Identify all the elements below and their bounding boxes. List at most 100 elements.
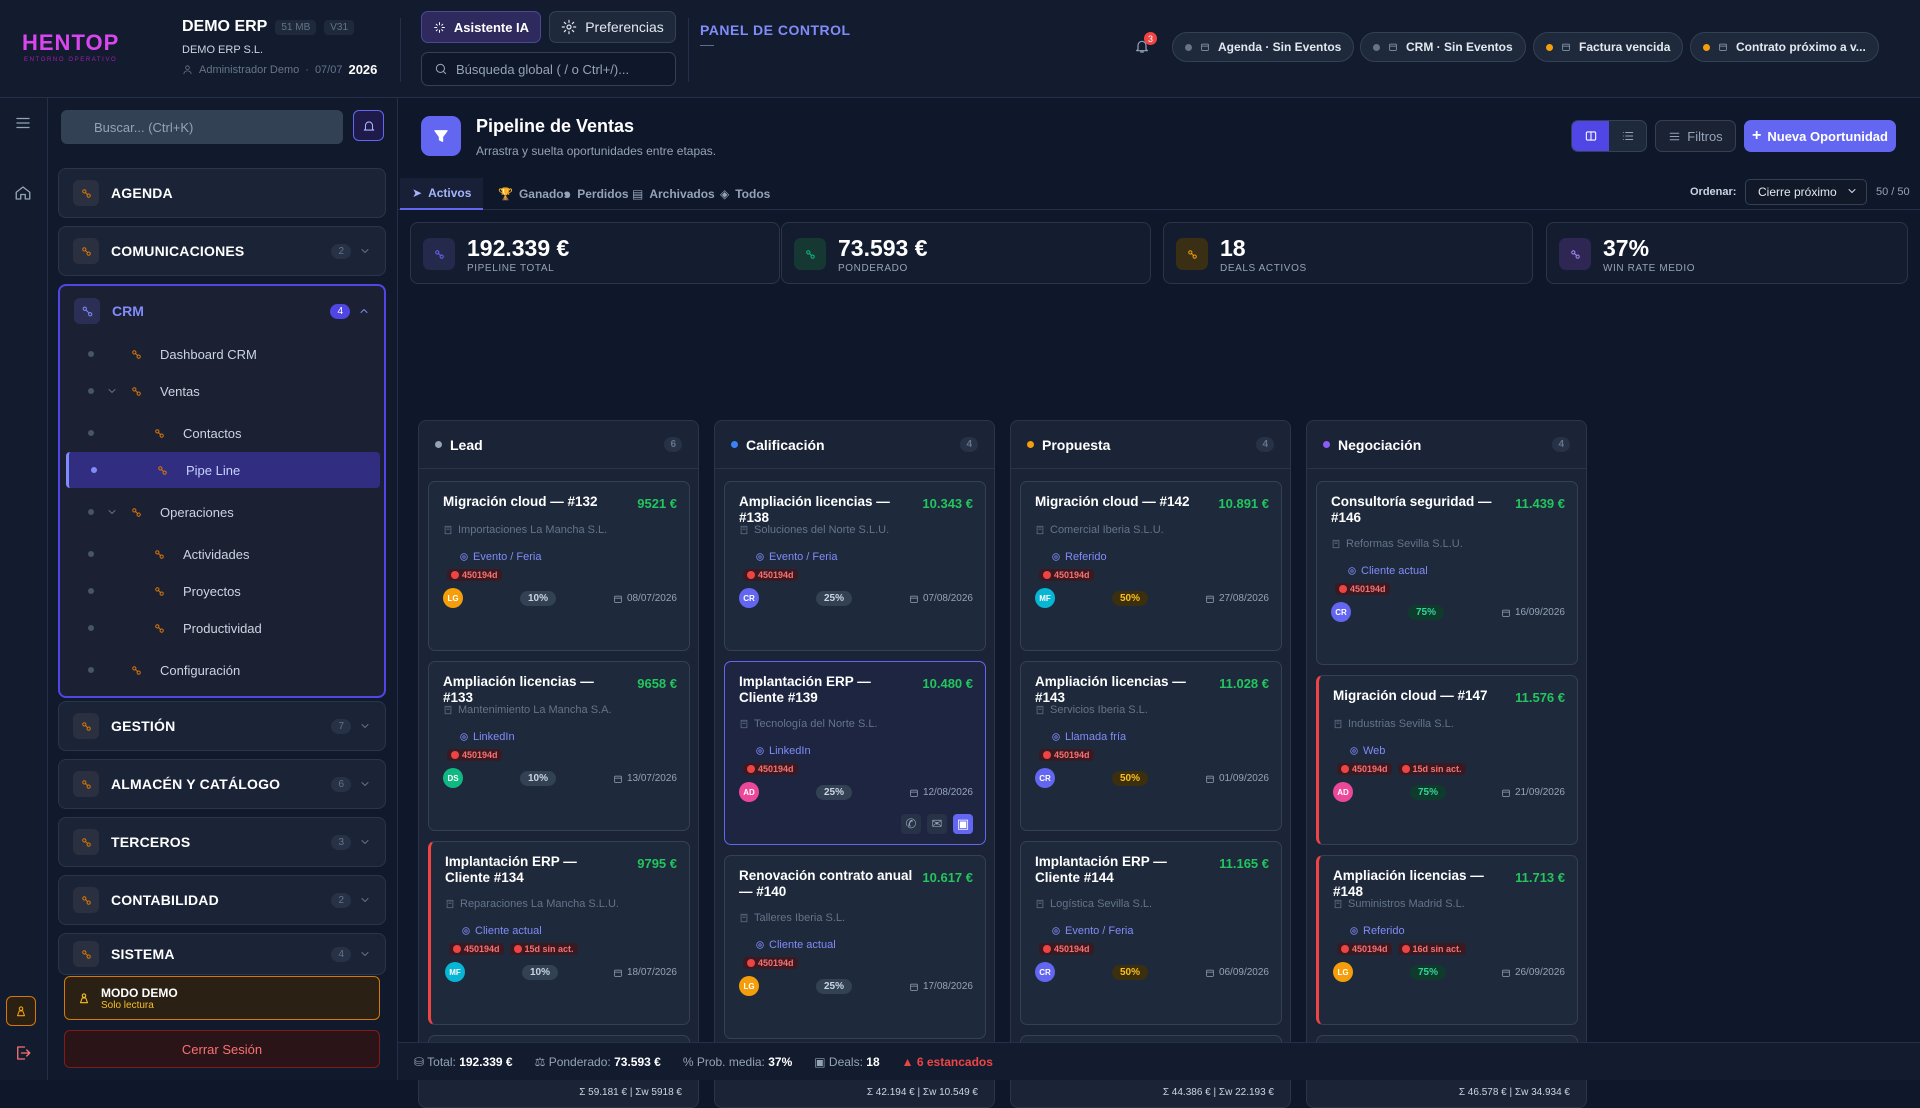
phone-button[interactable]: ✆ <box>901 814 921 834</box>
chevron-down-icon <box>359 948 371 960</box>
sidebar-subitem[interactable]: Ventas <box>60 373 384 409</box>
sidebar-group[interactable]: GESTIÓN 7 <box>58 701 386 751</box>
sidebar-subitem[interactable]: Productividad <box>60 610 384 646</box>
item-icon <box>130 664 143 677</box>
new-opportunity-button[interactable]: + Nueva Oportunidad <box>1744 120 1896 152</box>
opportunity-card[interactable]: Renovación contrato anual — #140 10.617 €… <box>724 855 986 1039</box>
demo-mode-icon[interactable] <box>6 996 36 1026</box>
sidebar-subitem[interactable]: Operaciones <box>60 494 384 530</box>
tab-activos[interactable]: ➤ Activos <box>400 178 484 210</box>
menu-icon[interactable] <box>14 114 32 132</box>
sidebar-subitem[interactable]: Dashboard CRM <box>60 336 384 372</box>
subitem-label: Operaciones <box>160 504 234 520</box>
target-icon <box>459 732 469 742</box>
age-tag: 450194d <box>743 569 798 581</box>
sidebar-group[interactable]: COMUNICACIONES 2 <box>58 226 386 276</box>
building-icon <box>1035 705 1045 715</box>
global-search-input[interactable]: Búsqueda global ( / o Ctrl+/)... <box>421 52 676 86</box>
stage-count: 4 <box>960 437 978 452</box>
kpi-card: 37% WIN RATE MEDIO <box>1546 222 1908 284</box>
list-view-button[interactable] <box>1609 121 1646 151</box>
sidebar-subitem[interactable]: Contactos <box>60 415 384 451</box>
email-button[interactable]: ✉ <box>927 814 947 834</box>
tab-todos[interactable]: ◈ Todos <box>708 178 782 210</box>
group-icon <box>73 713 99 739</box>
alert-chip[interactable]: Contrato próximo a v... <box>1690 32 1879 62</box>
sidebar-group[interactable]: TERCEROS 3 <box>58 817 386 867</box>
opportunity-card[interactable]: Implantación ERP — Cliente #139 10.480 € T… <box>724 661 986 845</box>
avatar: CR <box>739 588 759 608</box>
probability-badge: 75% <box>1410 965 1447 980</box>
stage-name: Negociación <box>1338 436 1422 453</box>
stage-name: Lead <box>450 436 483 453</box>
page-title: Pipeline de Ventas <box>476 116 635 136</box>
card-company: Reformas Sevilla S.L.U. <box>1346 538 1463 550</box>
alert-chip[interactable]: Factura vencida <box>1533 32 1684 62</box>
calendar-icon <box>909 594 919 604</box>
probability-badge: 50% <box>1112 591 1149 606</box>
calendar-icon <box>1501 968 1511 978</box>
opportunity-card[interactable]: Migración cloud — #142 10.891 € Comercial … <box>1020 481 1282 651</box>
opportunity-card[interactable]: Migración cloud — #132 9521 € Importacione… <box>428 481 690 651</box>
sidebar-group[interactable]: ALMACÉN Y CATÁLOGO 6 <box>58 759 386 809</box>
item-icon <box>156 464 169 477</box>
sliders-icon <box>1669 132 1680 140</box>
opportunity-card[interactable]: Ampliación licencias — #138 10.343 € Soluc… <box>724 481 986 651</box>
card-title: Migración cloud — #147 <box>1333 688 1488 703</box>
sort-select[interactable]: Cierre próximo <box>1745 179 1867 205</box>
current-year: 2026 <box>348 62 378 77</box>
user-name: Administrador Demo <box>199 63 300 76</box>
opportunity-card[interactable]: Implantación ERP — Cliente #134 9795 € Rep… <box>428 841 690 1025</box>
sidebar-group[interactable]: SISTEMA 4 <box>58 933 386 975</box>
age-tag: 450194d <box>1337 943 1392 955</box>
notifications-bell[interactable]: 3 <box>1134 32 1157 54</box>
card-title: Renovación contrato anual — #140 <box>739 868 913 899</box>
kpi-icon <box>794 238 826 270</box>
avatar: AD <box>739 782 759 802</box>
group-label: SISTEMA <box>111 946 175 962</box>
opportunity-card[interactable]: Ampliación licencias — #143 11.028 € Servi… <box>1020 661 1282 831</box>
opportunity-card[interactable]: Implantación ERP — Cliente #144 11.165 € L… <box>1020 841 1282 1025</box>
close-date: 27/08/2026 <box>1218 593 1269 604</box>
filters-button[interactable]: Filtros <box>1655 120 1736 152</box>
opportunity-card[interactable]: Ampliación licencias — #148 11.713 € Sumin… <box>1316 855 1578 1025</box>
status-tabs: ➤ Activos 🏆 Ganados ● Perdidos ▤ Archivados ◈ Tod… <box>398 178 1920 210</box>
item-icon <box>130 348 143 361</box>
sidebar-subitem[interactable]: Proyectos <box>60 573 384 609</box>
alert-chip[interactable]: CRM · Sin Eventos <box>1360 32 1526 62</box>
preferences-button[interactable]: Preferencias <box>549 11 676 43</box>
bell-icon <box>363 120 374 131</box>
chat-button[interactable]: ▣ <box>953 814 973 834</box>
tab-icon: ● <box>564 187 572 201</box>
sidebar-subitem[interactable]: Pipe Line <box>66 452 380 488</box>
kanban-view-button[interactable] <box>1572 121 1609 151</box>
sidebar-group[interactable]: AGENDA <box>58 168 386 218</box>
logout-icon[interactable] <box>14 1044 32 1062</box>
opportunity-card[interactable]: Ampliación licencias — #133 9658 € Manteni… <box>428 661 690 831</box>
tab-perdidos[interactable]: ● Perdidos <box>552 178 641 210</box>
close-date: 06/09/2026 <box>1218 967 1269 978</box>
alert-chip[interactable]: Agenda · Sin Eventos <box>1172 32 1355 62</box>
item-icon <box>153 548 166 561</box>
sidebar-notify-button[interactable] <box>353 110 384 141</box>
opportunity-card[interactable]: Migración cloud — #147 11.576 € Industrias… <box>1316 675 1578 845</box>
calendar-icon <box>1501 608 1511 618</box>
sidebar-group[interactable]: CONTABILIDAD 2 <box>58 875 386 925</box>
home-icon[interactable] <box>14 184 32 202</box>
alert-label: Contrato próximo a v... <box>1736 40 1866 54</box>
chevron-down-icon <box>106 385 118 397</box>
opportunity-card[interactable]: Consultoría seguridad — #146 11.439 € Refo… <box>1316 481 1578 665</box>
sidebar-subitem[interactable]: Actividades <box>60 536 384 572</box>
chevron-down-icon <box>359 894 371 906</box>
tab-archivados[interactable]: ▤ Archivados <box>620 178 727 210</box>
age-tag: 450194d <box>743 763 798 775</box>
ai-assistant-button[interactable]: Asistente IA <box>421 11 541 43</box>
age-tag: 450194d <box>447 749 502 761</box>
logout-button[interactable]: Cerrar Sesión <box>64 1030 380 1068</box>
tab-ganados[interactable]: 🏆 Ganados <box>486 178 582 210</box>
item-icon <box>153 585 166 598</box>
sidebar-search-input[interactable]: Buscar... (Ctrl+K) <box>61 110 343 144</box>
target-icon <box>1347 566 1357 576</box>
sidebar-group-crm[interactable]: CRM 4 Dashboard CRM Ventas Contactos Pipe Li… <box>58 284 386 698</box>
sidebar-subitem[interactable]: Configuración <box>60 652 384 688</box>
